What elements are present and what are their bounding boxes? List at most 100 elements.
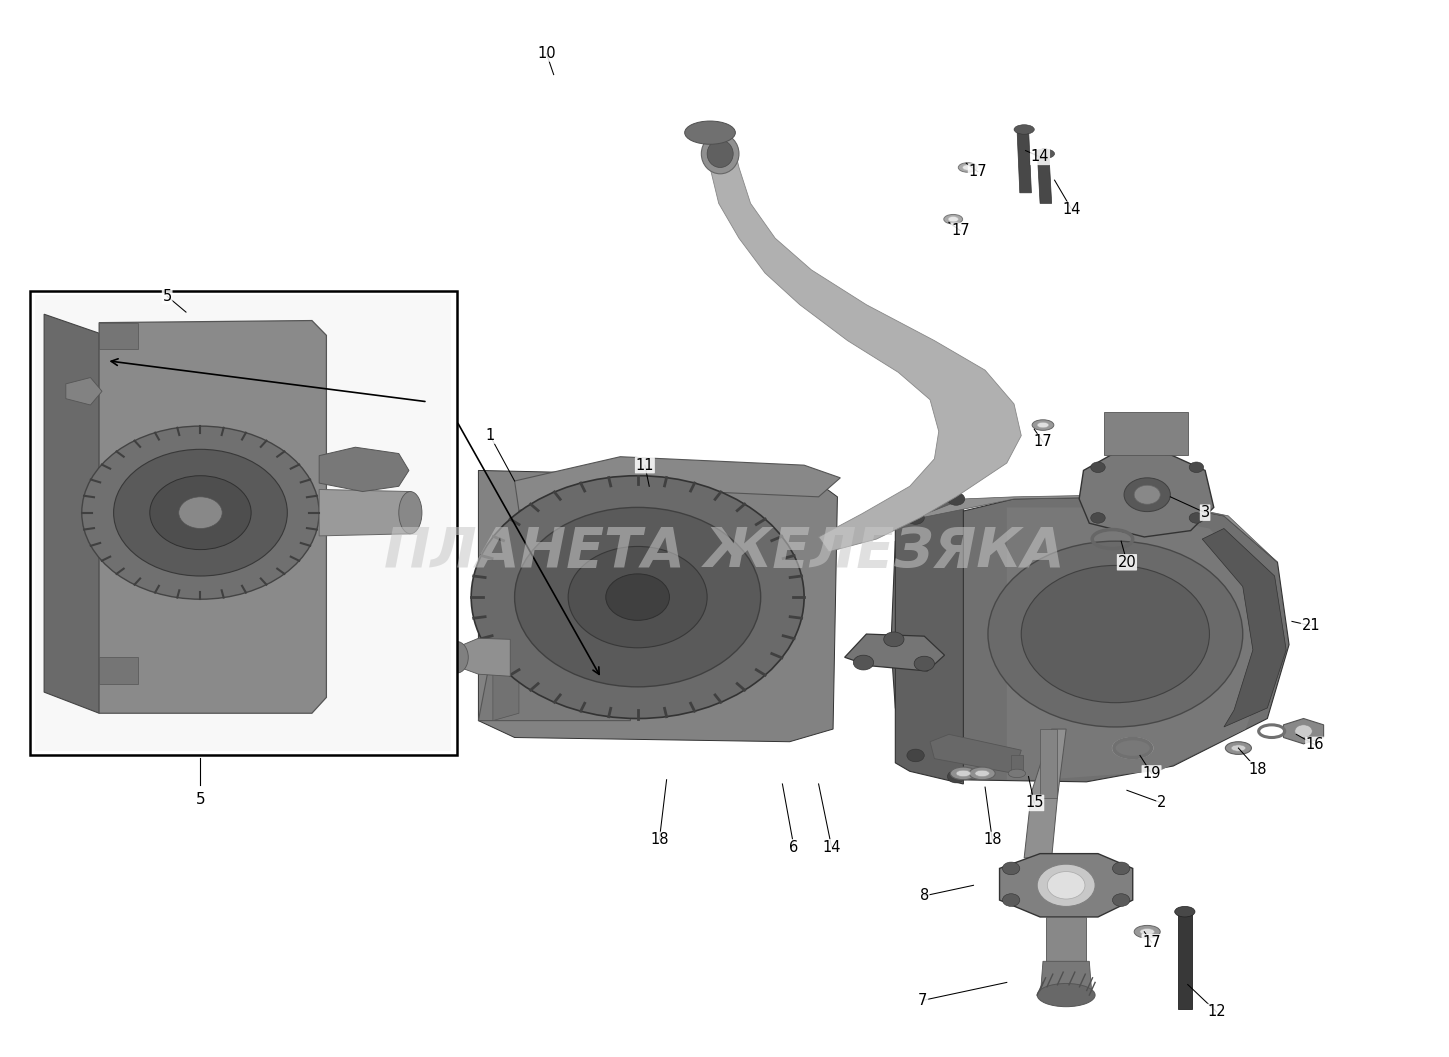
Polygon shape (707, 137, 1022, 552)
Circle shape (178, 497, 222, 528)
Text: 10: 10 (538, 45, 556, 61)
Ellipse shape (956, 771, 971, 777)
Polygon shape (845, 634, 945, 671)
Polygon shape (65, 377, 101, 405)
Polygon shape (493, 602, 519, 721)
Text: 18: 18 (651, 833, 668, 848)
Bar (29, 291, 456, 756)
Circle shape (471, 476, 804, 719)
Polygon shape (43, 314, 99, 713)
Circle shape (1022, 565, 1210, 703)
Circle shape (1190, 513, 1204, 523)
Text: 11: 11 (636, 458, 653, 472)
Ellipse shape (701, 133, 739, 173)
Ellipse shape (1226, 742, 1252, 755)
Polygon shape (930, 735, 1022, 774)
Bar (35, 295, 451, 752)
Text: 18: 18 (982, 833, 1001, 848)
Polygon shape (1104, 412, 1188, 455)
Text: 17: 17 (968, 164, 987, 180)
Text: 20: 20 (1117, 555, 1136, 570)
Ellipse shape (962, 165, 972, 170)
Ellipse shape (1140, 929, 1155, 934)
Text: 12: 12 (1207, 1004, 1226, 1019)
Text: 19: 19 (1142, 766, 1161, 781)
Circle shape (1113, 863, 1130, 875)
Ellipse shape (1014, 125, 1035, 134)
Text: 18: 18 (1248, 762, 1266, 777)
Polygon shape (1007, 507, 1272, 780)
Ellipse shape (1037, 983, 1095, 1006)
Text: ПЛАНЕТА ЖЕЛЕЗЯКА: ПЛАНЕТА ЖЕЛЕЗЯКА (384, 524, 1065, 579)
Circle shape (948, 771, 965, 783)
Ellipse shape (1232, 745, 1246, 752)
Text: 7: 7 (919, 993, 927, 1008)
Polygon shape (478, 470, 838, 742)
Polygon shape (99, 322, 138, 349)
Text: 5: 5 (196, 793, 206, 808)
Ellipse shape (1048, 872, 1085, 900)
Circle shape (884, 632, 904, 647)
Circle shape (113, 449, 287, 576)
Text: 1: 1 (485, 428, 494, 443)
Text: 17: 17 (1142, 934, 1161, 950)
Ellipse shape (958, 163, 977, 172)
Ellipse shape (975, 771, 990, 777)
Polygon shape (910, 495, 1278, 562)
Polygon shape (478, 488, 630, 721)
Ellipse shape (951, 767, 977, 780)
Circle shape (1113, 894, 1130, 907)
Circle shape (149, 476, 251, 550)
Polygon shape (458, 638, 510, 676)
Ellipse shape (948, 217, 958, 222)
Polygon shape (1203, 528, 1287, 727)
Circle shape (907, 512, 924, 524)
Polygon shape (1080, 452, 1214, 537)
Text: 17: 17 (951, 223, 969, 238)
Polygon shape (1011, 756, 1023, 772)
Circle shape (948, 493, 965, 505)
Ellipse shape (1035, 149, 1055, 159)
Ellipse shape (445, 642, 468, 673)
Ellipse shape (398, 492, 422, 534)
Polygon shape (1284, 719, 1323, 744)
Circle shape (988, 541, 1243, 727)
Polygon shape (99, 657, 138, 684)
Ellipse shape (707, 140, 733, 167)
Circle shape (1295, 725, 1313, 738)
Polygon shape (1024, 729, 1066, 858)
Ellipse shape (1032, 420, 1053, 430)
Circle shape (81, 426, 319, 599)
Text: 2: 2 (1156, 796, 1166, 811)
Polygon shape (319, 489, 410, 536)
Text: 14: 14 (823, 840, 840, 855)
Polygon shape (895, 499, 964, 784)
Circle shape (907, 749, 924, 762)
Text: 5: 5 (162, 289, 172, 303)
Polygon shape (1017, 127, 1032, 192)
Ellipse shape (943, 215, 962, 224)
Text: 21: 21 (1301, 618, 1320, 633)
Ellipse shape (1175, 907, 1195, 917)
Ellipse shape (1009, 769, 1026, 778)
Circle shape (1091, 513, 1106, 523)
Polygon shape (99, 320, 326, 713)
Circle shape (606, 574, 669, 620)
Text: 14: 14 (1030, 149, 1049, 165)
Circle shape (1190, 462, 1204, 472)
Text: 15: 15 (1024, 796, 1043, 811)
Polygon shape (1178, 912, 1193, 1008)
Ellipse shape (1135, 926, 1161, 938)
Polygon shape (1040, 961, 1093, 998)
Circle shape (514, 507, 761, 687)
Ellipse shape (1037, 423, 1049, 428)
Text: 17: 17 (1033, 434, 1052, 449)
Circle shape (914, 656, 935, 671)
Polygon shape (319, 447, 409, 492)
Polygon shape (1037, 150, 1052, 203)
Ellipse shape (1037, 865, 1095, 907)
Text: 14: 14 (1062, 202, 1081, 217)
Text: 8: 8 (920, 888, 929, 904)
Text: 3: 3 (1201, 505, 1210, 520)
Text: 16: 16 (1306, 738, 1324, 753)
